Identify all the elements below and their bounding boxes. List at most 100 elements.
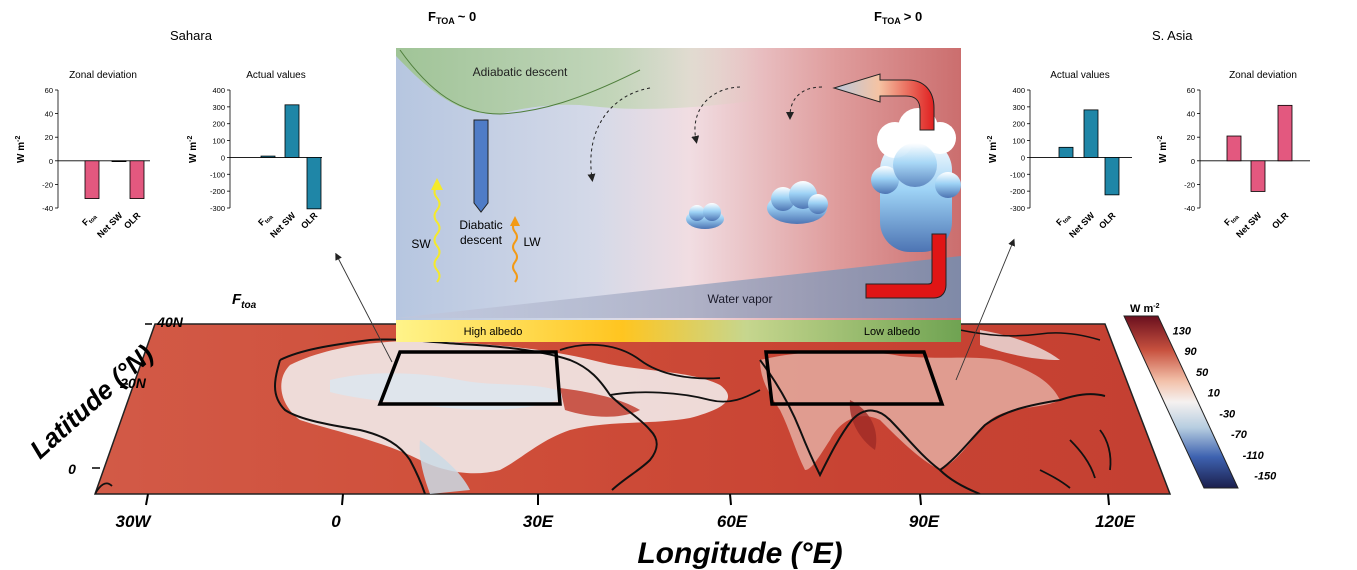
colorbar-bar — [1123, 315, 1239, 489]
category-label: Ftoa — [1222, 210, 1241, 229]
y-tick-label: 0 — [221, 153, 225, 162]
bar-ftoa — [84, 160, 100, 199]
s-asia-zonal-deviation-chart: Zonal deviation -40 -20 0 20 40 60 W m-2 FtoaNet… — [1157, 70, 1310, 240]
y-tick-label: 200 — [1012, 120, 1025, 129]
y-tick-label: 100 — [212, 137, 225, 146]
y-tick-label: 0 — [49, 157, 53, 166]
y-tick-label: 60 — [45, 86, 53, 95]
region-label-s-asia: S. Asia — [1152, 28, 1193, 43]
circulation-arrow-top — [832, 73, 935, 131]
sw-arrow-head — [431, 178, 443, 190]
y-tick-label: 300 — [212, 103, 225, 112]
lon-tick-mark-60e — [729, 493, 732, 506]
water-vapor-label: Water vapor — [708, 292, 773, 306]
bar-net-sw — [111, 160, 127, 163]
colorbar-unit: W m-2 — [1130, 303, 1160, 315]
lw-arrow-head — [510, 216, 520, 226]
y-tick-label: -20 — [42, 180, 53, 189]
sahara-connector-arrow — [335, 252, 393, 363]
y-axis-label: W m-2 — [15, 136, 27, 163]
map-warm-spot — [560, 388, 640, 417]
circulation-arrow-bottom — [865, 233, 947, 299]
header-ftoa-positive: FTOA > 0 — [874, 9, 922, 26]
adiabatic-descent-label: Adiabatic descent — [473, 65, 568, 79]
map-s-asia-field — [760, 351, 1060, 470]
map-east-field — [980, 330, 1060, 360]
dashed-descent-arrow-2 — [691, 86, 741, 144]
map-coastline-china — [959, 329, 1101, 341]
y-tick-label: 20 — [45, 133, 53, 142]
map-coastline-africa-north — [279, 338, 658, 491]
sw-label: SW — [411, 237, 431, 251]
y-tick-label: 300 — [1012, 103, 1025, 112]
lon-tick-0: 0 — [331, 512, 341, 531]
low-albedo-label: Low albedo — [864, 326, 920, 338]
y-tick-label: 40 — [1187, 110, 1195, 119]
water-vapor-wedge — [396, 256, 961, 318]
longitude-ticks: 30W 0 30E 60E 90E 120E — [116, 493, 1136, 531]
s-asia-region-box — [764, 350, 945, 406]
small-cloud-icon — [686, 203, 724, 229]
albedo-strip — [396, 320, 961, 342]
map-coastline-peninsula — [939, 469, 981, 494]
y-tick-label: -40 — [42, 204, 53, 213]
colorbar-tick-label: -70 — [1231, 429, 1248, 441]
y-axis-label: W m-2 — [1157, 136, 1169, 163]
category-label: Ftoa — [1054, 210, 1073, 229]
map-coastline-africa-west — [274, 359, 426, 494]
map-coastline-islands — [1039, 429, 1112, 489]
y-tick-label: 60 — [1187, 86, 1195, 95]
y-tick-label: 400 — [212, 86, 225, 95]
diabatic-descent-label-1: Diabatic — [459, 218, 502, 232]
category-label: OLR — [122, 210, 143, 231]
sahara-zonal-deviation-chart: Zonal deviation -40 -20 0 20 40 60 W m-2 FtoaNet… — [15, 70, 150, 240]
lon-tick-30w: 30W — [116, 512, 153, 531]
lon-tick-mark-30w — [145, 493, 149, 506]
y-tick-label: -200 — [210, 187, 225, 196]
chart-title: Actual values — [246, 70, 305, 81]
colorbar-tick-label: 130 — [1173, 325, 1192, 337]
map-coastline-s-asia — [759, 359, 1106, 478]
medium-cloud-icon — [767, 181, 828, 224]
lon-tick-120e: 120E — [1095, 512, 1135, 531]
colorbar-tick-label: -30 — [1219, 408, 1236, 420]
high-albedo-label: High albedo — [464, 326, 523, 338]
lat-tick-40n: 40N — [156, 314, 184, 330]
category-label: Ftoa — [256, 210, 275, 229]
y-tick-label: -300 — [210, 204, 225, 213]
y-tick-label: 20 — [1187, 133, 1195, 142]
bar-net-sw — [1250, 160, 1266, 192]
bar-olr — [306, 157, 322, 210]
bar-olr — [1104, 157, 1120, 196]
y-tick-label: 400 — [1012, 86, 1025, 95]
map-xlabel: Longitude (°E) — [637, 537, 842, 570]
latitude-ticks: 40N 20N 0 — [68, 314, 184, 477]
y-tick-label: -100 — [210, 170, 225, 179]
y-tick-label: 0 — [1191, 157, 1195, 166]
sahara-actual-values-chart: Actual values -300 -200 -100 0 100 200 300 400 W … — [187, 70, 322, 240]
colorbar-tick-label: -110 — [1243, 450, 1265, 462]
map-warm-spot-2 — [849, 400, 877, 450]
colorbar-ticks: 130 90 50 10 -30 -70 -110 -150 — [1173, 325, 1277, 482]
bar-ftoa — [1226, 135, 1242, 162]
y-tick-label: -200 — [1010, 187, 1025, 196]
lat-tick-0: 0 — [68, 461, 76, 477]
y-tick-label: -40 — [1184, 204, 1195, 213]
y-tick-label: -300 — [1010, 204, 1025, 213]
category-label: OLR — [1097, 210, 1118, 231]
lon-tick-mark-0 — [341, 493, 344, 506]
y-axis-label: W m-2 — [187, 136, 199, 163]
lw-label: LW — [523, 235, 541, 249]
diabatic-descent-arrow — [473, 119, 489, 213]
bar-ftoa — [1058, 146, 1074, 158]
y-tick-label: 40 — [45, 110, 53, 119]
lat-tick-20n: 20N — [119, 375, 147, 391]
y-tick-label: -100 — [1010, 170, 1025, 179]
sw-radiation-arrow — [433, 185, 441, 283]
map-coastline-brazil — [95, 482, 113, 494]
category-label: OLR — [299, 210, 320, 231]
header-ftoa-zero: FTOA ~ 0 — [428, 9, 476, 26]
bar-net-sw — [284, 104, 300, 158]
sahara-region-box — [377, 350, 562, 406]
